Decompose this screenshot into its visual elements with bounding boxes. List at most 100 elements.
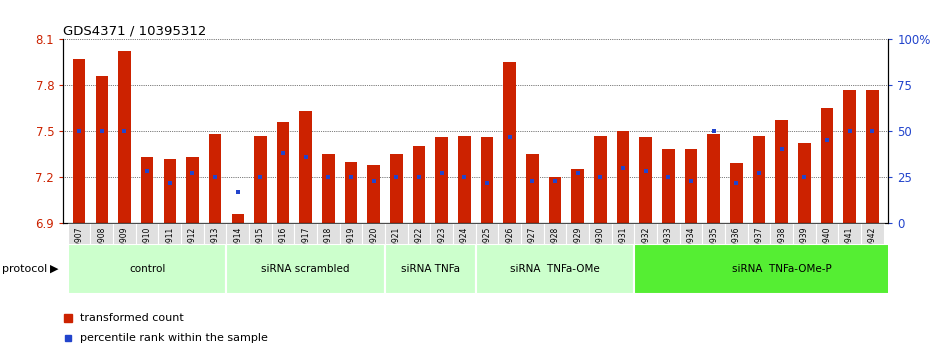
Text: GSM790924: GSM790924 [459, 227, 469, 273]
Text: siRNA scrambled: siRNA scrambled [261, 264, 350, 274]
Bar [475, 223, 498, 271]
Bar [702, 223, 725, 271]
Text: GSM790912: GSM790912 [188, 227, 197, 273]
Bar [345, 162, 357, 223]
Bar [549, 177, 561, 223]
Bar [662, 149, 674, 223]
Text: GSM790910: GSM790910 [142, 227, 152, 273]
Bar [776, 120, 788, 223]
Text: GSM790914: GSM790914 [233, 227, 242, 273]
Bar [299, 111, 312, 223]
Bar [793, 223, 816, 271]
Text: GSM790919: GSM790919 [347, 227, 355, 273]
Bar [521, 223, 544, 271]
Bar [113, 223, 136, 271]
Bar [322, 154, 335, 223]
Bar [708, 134, 720, 223]
Bar [249, 223, 272, 271]
Text: GSM790940: GSM790940 [822, 227, 831, 273]
Text: GSM790917: GSM790917 [301, 227, 311, 273]
Text: GSM790935: GSM790935 [710, 227, 718, 273]
Text: GSM790921: GSM790921 [392, 227, 401, 273]
Bar [748, 223, 770, 271]
Text: GSM790937: GSM790937 [754, 227, 764, 273]
Bar [391, 154, 403, 223]
Bar [68, 244, 226, 294]
Bar [90, 223, 113, 271]
Bar [118, 51, 130, 223]
Bar [232, 214, 244, 223]
Bar [413, 146, 425, 223]
Text: GSM790929: GSM790929 [573, 227, 582, 273]
Bar [186, 157, 199, 223]
Text: GSM790909: GSM790909 [120, 227, 129, 273]
Bar [798, 143, 811, 223]
Text: GSM790918: GSM790918 [324, 227, 333, 273]
Bar [544, 223, 566, 271]
Bar [204, 223, 226, 271]
Text: GSM790922: GSM790922 [415, 227, 423, 273]
Bar [821, 108, 833, 223]
Bar [498, 223, 521, 271]
Bar [73, 59, 86, 223]
Text: GSM790911: GSM790911 [166, 227, 174, 273]
Text: GSM790930: GSM790930 [596, 227, 604, 273]
Text: GSM790927: GSM790927 [528, 227, 537, 273]
Bar [634, 244, 929, 294]
Text: siRNA  TNFa-OMe: siRNA TNFa-OMe [511, 264, 600, 274]
Text: GSM790928: GSM790928 [551, 227, 560, 273]
Text: GSM790941: GSM790941 [845, 227, 854, 273]
Bar [866, 90, 879, 223]
Bar [612, 223, 634, 271]
Bar [684, 149, 698, 223]
Bar [911, 180, 923, 223]
Bar [481, 137, 493, 223]
Bar [431, 223, 453, 271]
Bar [475, 244, 634, 294]
Text: control: control [129, 264, 166, 274]
Bar [566, 223, 589, 271]
Text: percentile rank within the sample: percentile rank within the sample [79, 333, 268, 343]
Text: GSM790936: GSM790936 [732, 227, 741, 273]
Bar [277, 122, 289, 223]
Bar [657, 223, 680, 271]
Text: GDS4371 / 10395312: GDS4371 / 10395312 [63, 25, 206, 38]
Bar [634, 223, 657, 271]
Text: protocol: protocol [2, 264, 47, 274]
Bar [503, 62, 516, 223]
Bar [295, 223, 317, 271]
Text: GSM790931: GSM790931 [618, 227, 628, 273]
Bar [617, 131, 630, 223]
Bar [594, 136, 606, 223]
Text: transformed count: transformed count [79, 313, 183, 323]
Bar [861, 223, 884, 271]
Text: GSM790907: GSM790907 [74, 227, 84, 273]
Text: GSM790920: GSM790920 [369, 227, 379, 273]
Bar [640, 137, 652, 223]
Text: GSM790934: GSM790934 [686, 227, 696, 273]
Text: siRNA  TNFa-OMe-P: siRNA TNFa-OMe-P [732, 264, 831, 274]
Text: siRNA TNFa: siRNA TNFa [401, 264, 459, 274]
Bar [254, 136, 267, 223]
Bar [770, 223, 793, 271]
Bar [838, 223, 861, 271]
Bar [435, 137, 448, 223]
Text: GSM790916: GSM790916 [279, 227, 287, 273]
Bar [752, 136, 765, 223]
Bar [526, 154, 538, 223]
Bar [140, 157, 153, 223]
Text: GSM790942: GSM790942 [868, 227, 877, 273]
Bar [889, 136, 901, 223]
Text: GSM790908: GSM790908 [98, 227, 106, 273]
Text: GSM790926: GSM790926 [505, 227, 514, 273]
Bar [458, 136, 471, 223]
Text: GSM790933: GSM790933 [664, 227, 672, 273]
Bar [844, 90, 856, 223]
Text: ▶: ▶ [50, 264, 59, 274]
Bar [363, 223, 385, 271]
Bar [680, 223, 702, 271]
Bar [367, 165, 380, 223]
Text: GSM790925: GSM790925 [483, 227, 492, 273]
Bar [272, 223, 295, 271]
Bar [385, 244, 475, 294]
